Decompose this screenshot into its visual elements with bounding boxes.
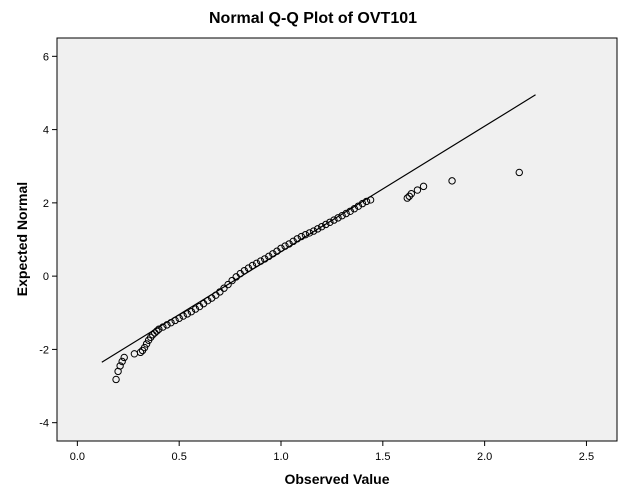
data-point: [183, 310, 192, 318]
data-point: [334, 214, 342, 222]
data-point: [163, 321, 171, 329]
y-tick-label: 2: [43, 198, 49, 210]
data-point: [350, 205, 359, 213]
y-tick-label: 6: [43, 51, 49, 63]
data-point: [318, 222, 326, 231]
data-point: [244, 264, 253, 272]
data-point: [354, 202, 363, 210]
data-point: [297, 232, 306, 241]
data-point: [413, 186, 422, 194]
data-point: [261, 255, 269, 263]
x-tick-label: 2.5: [579, 451, 594, 463]
data-point: [366, 196, 375, 204]
data-point: [159, 323, 167, 331]
data-point: [419, 182, 428, 191]
y-tick-label: -4: [39, 418, 49, 430]
data-point: [407, 190, 416, 198]
data-point: [187, 307, 196, 316]
data-point: [305, 229, 314, 237]
data-point: [515, 168, 523, 177]
data-point: [281, 242, 289, 250]
data-point: [149, 331, 157, 339]
data-point: [252, 259, 261, 268]
data-point: [326, 218, 334, 226]
x-tick-label: 0.0: [70, 451, 85, 463]
data-point: [116, 362, 124, 370]
data-point: [330, 216, 338, 224]
data-point: [155, 325, 163, 333]
data-point: [216, 288, 224, 296]
data-point: [293, 235, 301, 243]
data-point: [142, 340, 151, 348]
data-point: [151, 329, 159, 337]
data-point: [256, 257, 265, 265]
y-axis-title: Expected Normal: [14, 182, 30, 296]
data-point: [342, 209, 350, 218]
data-point: [179, 312, 187, 320]
data-point: [277, 244, 285, 252]
data-point: [112, 375, 120, 384]
data-point: [140, 343, 149, 352]
x-tick-label: 1.0: [273, 451, 288, 463]
data-point: [285, 240, 293, 248]
x-axis-title: Observed Value: [284, 471, 389, 487]
x-tick-label: 0.5: [172, 451, 187, 463]
data-point: [346, 207, 354, 215]
data-point: [191, 305, 200, 313]
data-point: [240, 266, 249, 275]
y-tick-label: 4: [43, 125, 49, 137]
data-point: [309, 227, 318, 235]
y-tick-label: 0: [43, 271, 49, 283]
x-axis: 0.0 0.5 1.0 1.5 2.0 2.5: [70, 441, 594, 463]
data-point: [362, 197, 371, 206]
data-point: [322, 220, 330, 229]
data-point: [118, 357, 126, 366]
data-point: [338, 211, 346, 220]
data-point: [153, 327, 161, 335]
data-point: [265, 252, 273, 261]
data-point: [301, 231, 310, 239]
y-tick-label: -2: [39, 344, 49, 356]
data-point: [136, 348, 145, 357]
data-point: [289, 237, 297, 246]
data-point: [171, 316, 179, 325]
data-point: [228, 276, 236, 285]
plot-area: [56, 37, 618, 442]
data-points: [112, 168, 523, 384]
data-point: [248, 261, 257, 270]
data-point: [175, 314, 183, 322]
y-axis: -4 -2 0 2 4 6: [39, 51, 57, 430]
data-point: [224, 280, 232, 289]
data-point: [167, 318, 175, 327]
data-point: [403, 194, 411, 202]
data-point: [448, 177, 456, 185]
chart-title: Normal Q-Q Plot of OVT101: [208, 10, 418, 27]
data-point: [313, 225, 322, 233]
data-point: [120, 353, 128, 362]
data-point: [269, 250, 277, 258]
data-point: [220, 284, 228, 292]
x-tick-label: 1.5: [375, 451, 390, 463]
data-point: [203, 296, 212, 305]
x-tick-label: 2.0: [477, 451, 492, 463]
data-point: [358, 199, 367, 208]
